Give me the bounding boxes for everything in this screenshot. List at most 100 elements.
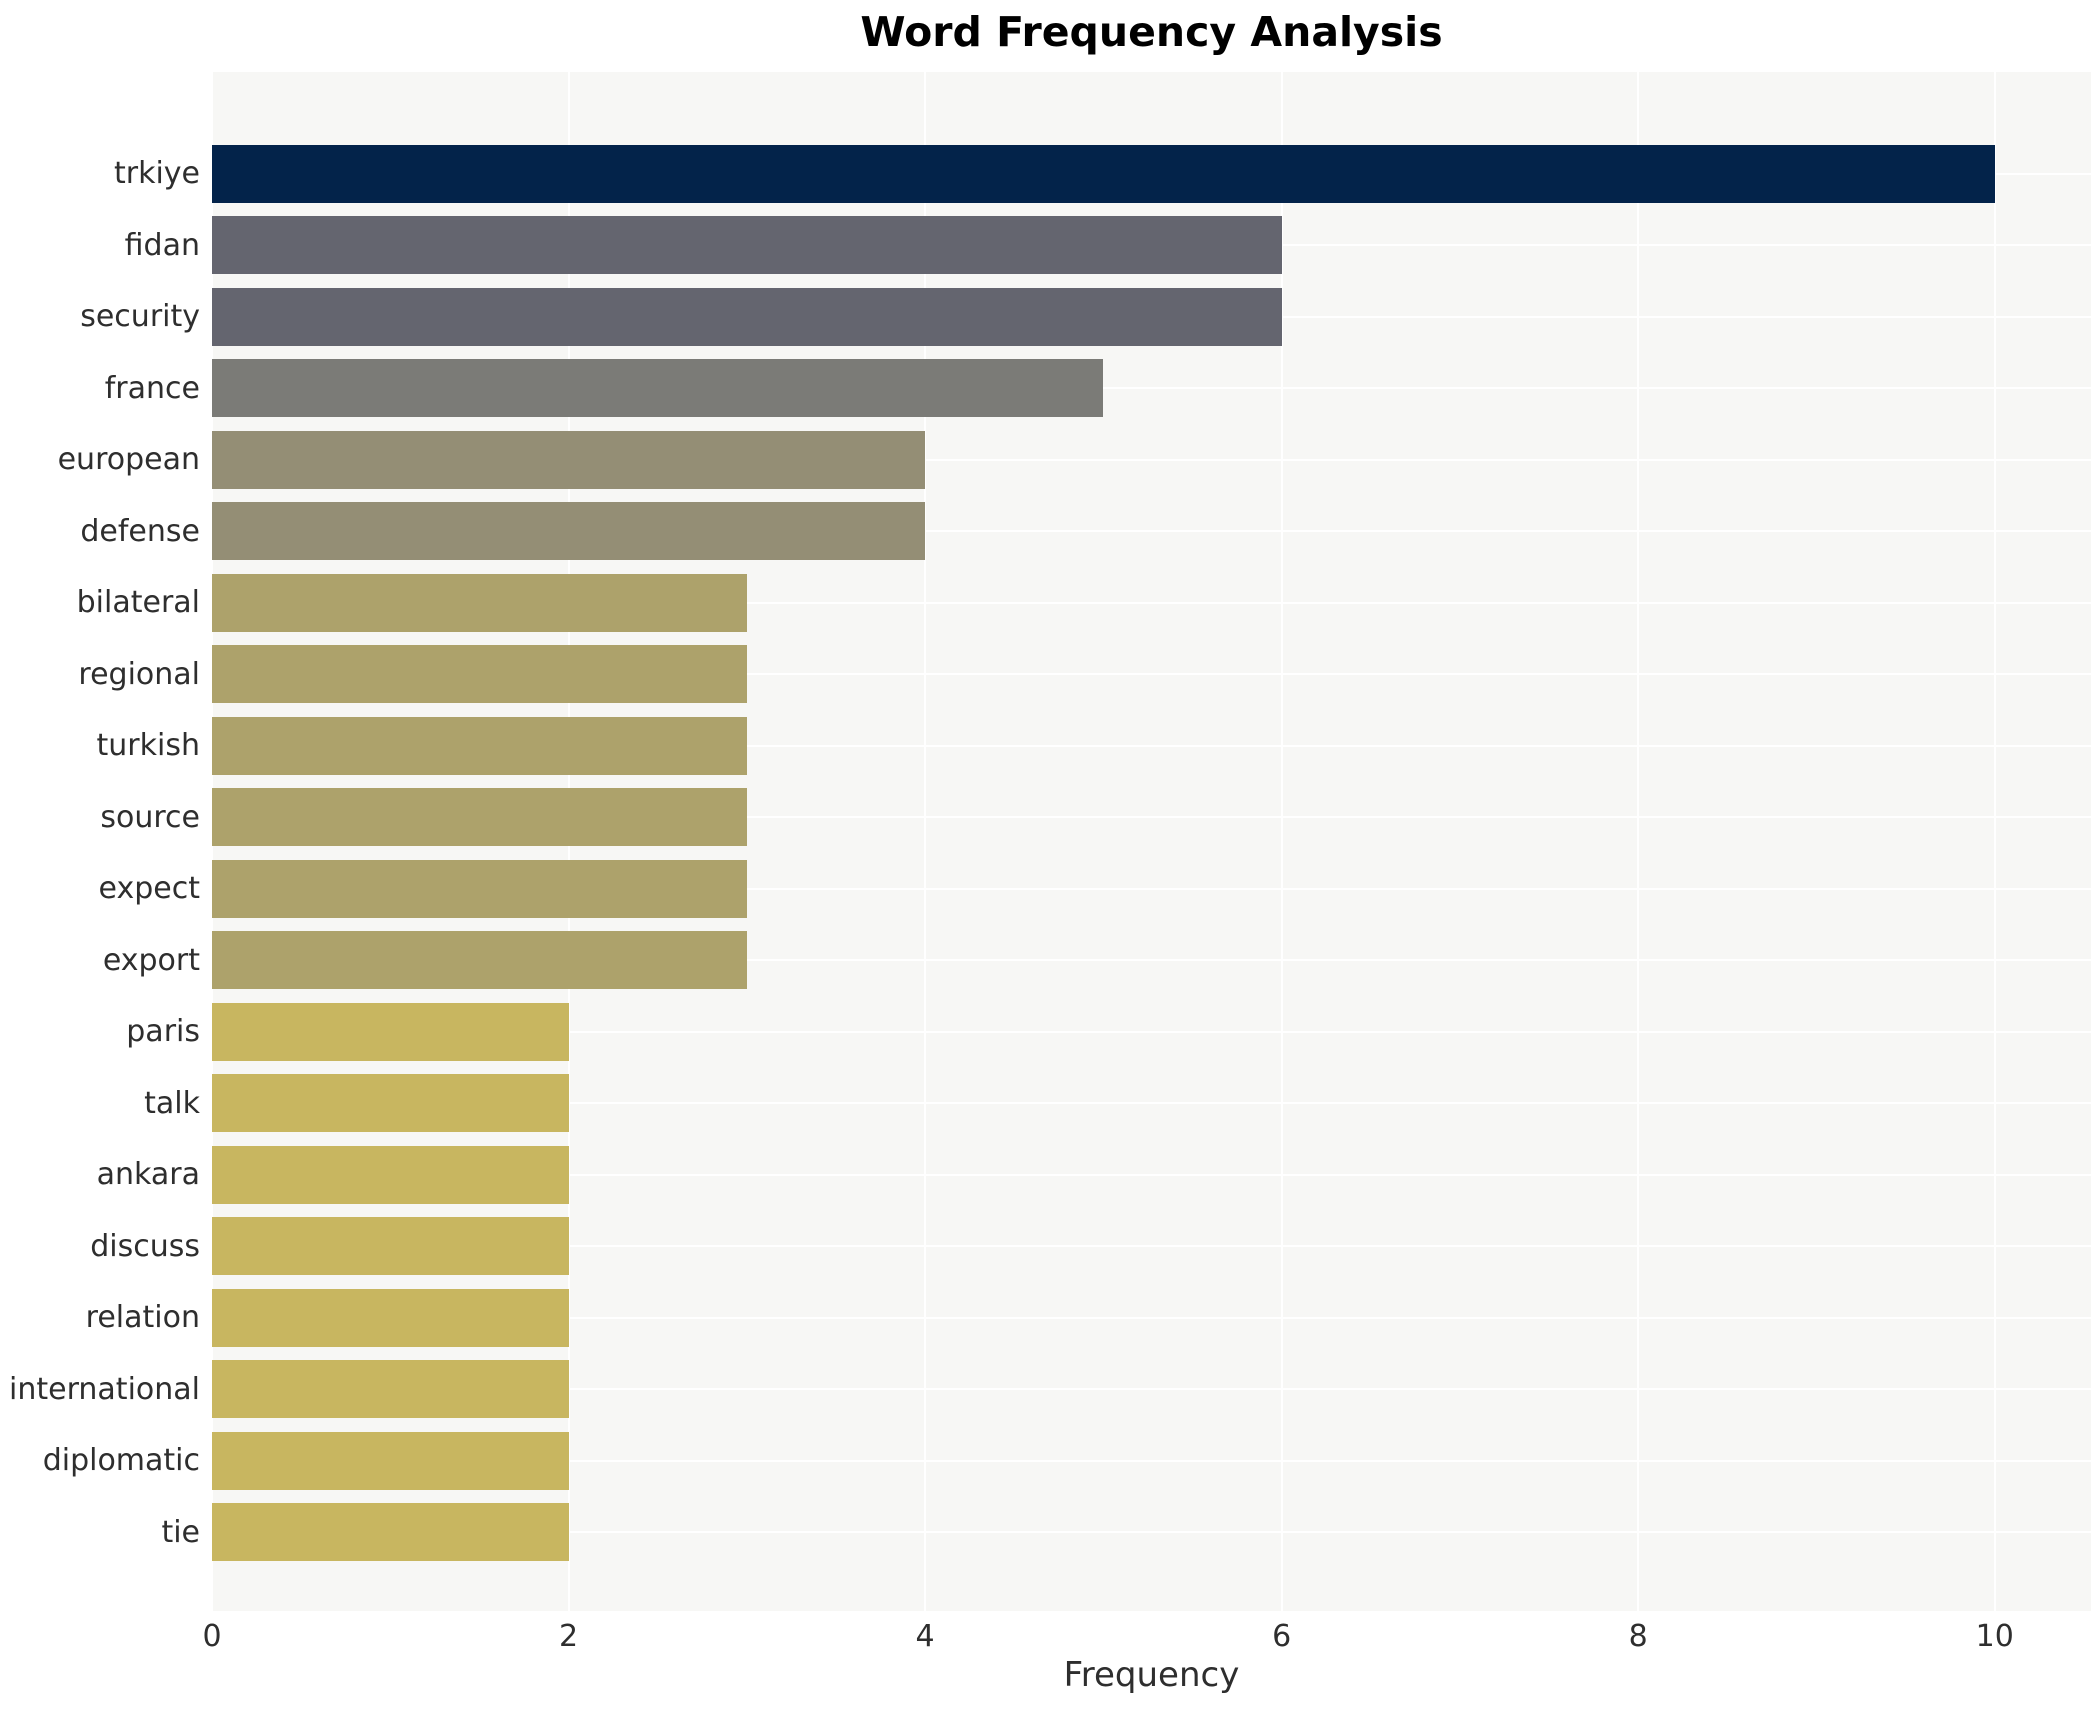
x-axis-title: Frequency [1063,1655,1240,1695]
frequency-bar [212,1217,569,1276]
horizontal-gridline [212,458,2091,461]
bar-track [212,424,2091,496]
bar-row: diplomatic [0,1425,2091,1497]
x-axis-ticks: 0 2 4 6 8 10 [202,1613,2091,1665]
bar-row: defense [0,496,2091,568]
horizontal-gridline [212,1245,2091,1248]
bar-row: relation [0,1282,2091,1354]
bar-track [212,1354,2091,1426]
frequency-bar [212,502,926,561]
bar-track [212,1139,2091,1211]
category-label: export [102,942,200,978]
frequency-bar [212,1431,569,1490]
category-label: trkiye [113,156,200,192]
category-label: regional [78,656,200,692]
category-label: turkish [96,728,200,764]
x-tick-label: 2 [558,1619,579,1654]
x-tick-label: 6 [1272,1619,1292,1654]
bar-track [212,710,2091,782]
category-label: discuss [90,1228,200,1264]
frequency-bar [212,1503,569,1562]
category-label: security [80,299,200,335]
frequency-bar [212,430,926,489]
bar-track [212,639,2091,711]
category-label: ankara [96,1157,200,1193]
bar-track [212,210,2091,282]
bar-row: trkiye [0,138,2091,210]
bar-track [212,567,2091,639]
vertical-gridline [1637,72,1640,1611]
bar-track [212,853,2091,925]
bar-row: security [0,281,2091,353]
category-label: france [104,370,200,406]
category-label: bilateral [76,585,200,621]
bar-rows-container: trkiye fidan security france european defense… [0,72,2091,1611]
frequency-bar [212,645,747,704]
horizontal-gridline [212,744,2091,747]
bar-row: france [0,353,2091,425]
bar-track [212,782,2091,854]
bar-row: export [0,925,2091,997]
frequency-bar [212,788,747,847]
category-label: expect [98,871,200,907]
category-label: tie [161,1514,200,1550]
category-label: source [100,799,200,835]
category-label: relation [85,1300,200,1336]
bar-row: bilateral [0,567,2091,639]
bar-row: talk [0,1068,2091,1140]
horizontal-gridline [212,1173,2091,1176]
frequency-bar [212,716,747,775]
bar-track [212,996,2091,1068]
horizontal-gridline [212,1531,2091,1534]
horizontal-gridline [212,1459,2091,1462]
category-label: european [57,442,200,478]
bar-row: paris [0,996,2091,1068]
frequency-bar [212,287,1282,346]
frequency-bar [212,931,747,990]
bar-row: ankara [0,1139,2091,1211]
bar-row: regional [0,639,2091,711]
horizontal-gridline [212,601,2091,604]
bar-track [212,1068,2091,1140]
category-label: defense [80,513,200,549]
bar-row: tie [0,1497,2091,1569]
bar-track [212,1425,2091,1497]
horizontal-gridline [212,887,2091,890]
bar-row: european [0,424,2091,496]
category-label: paris [126,1014,200,1050]
frequency-bar [212,1002,569,1061]
horizontal-gridline [212,959,2091,962]
bar-track [212,1497,2091,1569]
category-label: fidan [124,227,200,263]
bar-row: discuss [0,1211,2091,1283]
vertical-gridline [924,72,927,1611]
bar-track [212,138,2091,210]
bar-row: turkish [0,710,2091,782]
horizontal-gridline [212,530,2091,533]
horizontal-gridline [212,673,2091,676]
frequency-bar [212,1074,569,1133]
category-label: diplomatic [42,1443,200,1479]
horizontal-gridline [212,816,2091,819]
frequency-bar [212,144,1995,203]
bar-track [212,1211,2091,1283]
vertical-gridline [1280,72,1283,1611]
bar-track [212,496,2091,568]
bar-row: international [0,1354,2091,1426]
x-tick-label: 4 [915,1619,935,1654]
horizontal-gridline [212,387,2091,390]
category-label: international [9,1371,200,1407]
bar-track [212,1282,2091,1354]
bar-row: fidan [0,210,2091,282]
vertical-gridline [1993,72,1996,1611]
category-label: talk [144,1085,200,1121]
bar-track [212,925,2091,997]
chart-plot-region: trkiye fidan security france european defense… [0,72,2091,1611]
frequency-bar [212,1145,569,1204]
horizontal-gridline [212,1316,2091,1319]
chart-title: Word Frequency Analysis [860,8,1443,56]
bar-track [212,353,2091,425]
bar-row: source [0,782,2091,854]
frequency-bar [212,216,1282,275]
